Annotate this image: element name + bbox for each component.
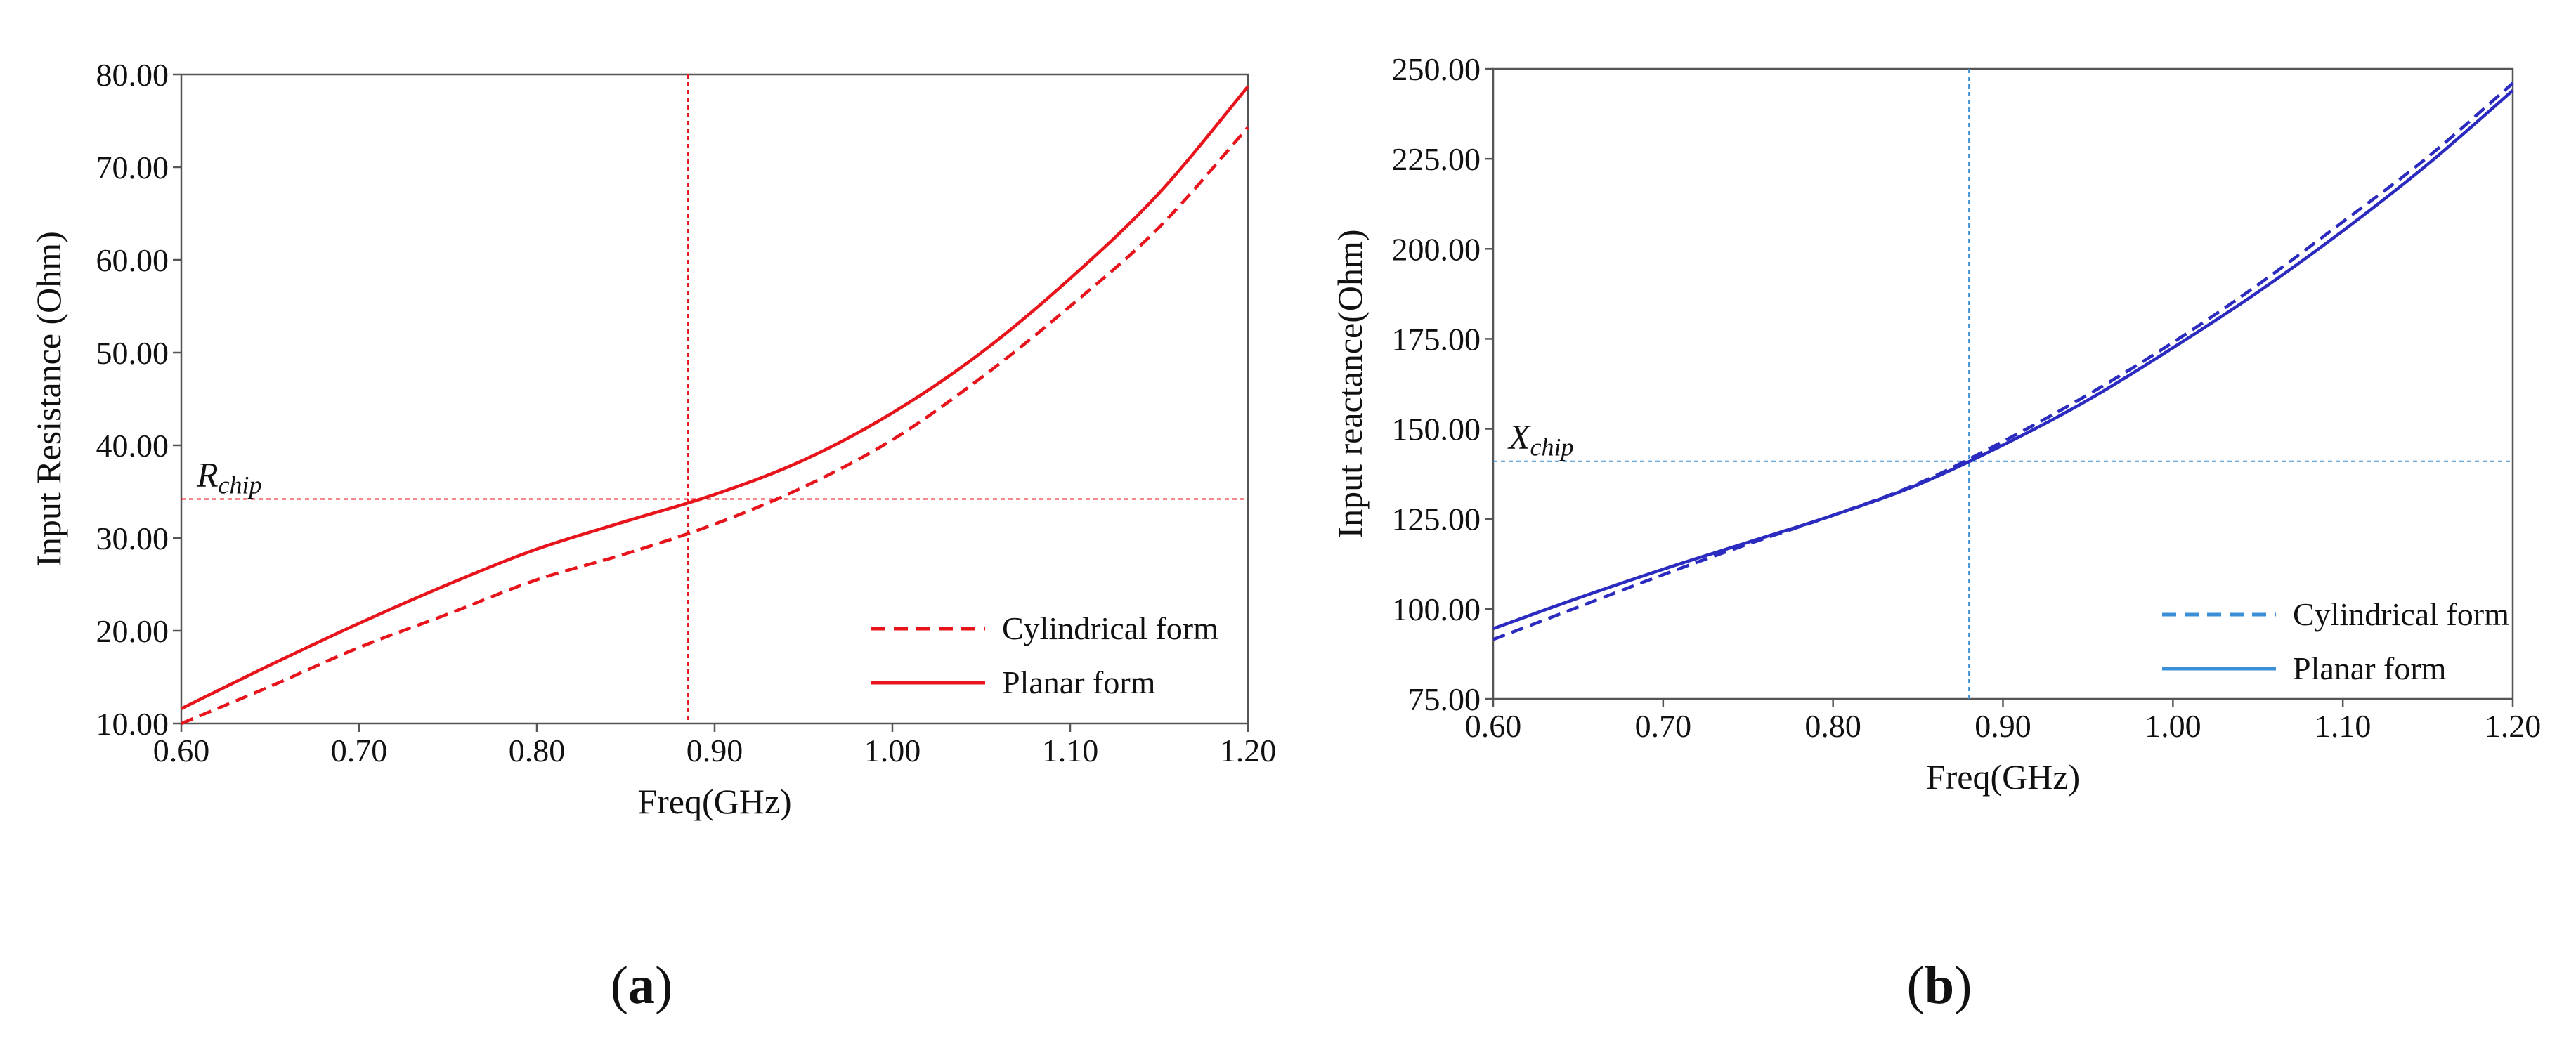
x-axis-title: Freq(GHz) <box>637 782 791 821</box>
x-tick-label: 0.60 <box>153 733 210 768</box>
x-tick-label: 0.80 <box>509 733 566 768</box>
y-tick-label: 250.00 <box>1392 51 1481 87</box>
x-tick-label: 1.10 <box>2315 708 2372 744</box>
reference-label-subscript: chip <box>1530 433 1574 461</box>
reference-label: Xchip <box>1507 417 1574 461</box>
series-line-planar <box>1492 89 2514 631</box>
panel-label-letter: b <box>1925 956 1954 1015</box>
x-tick-label: 1.20 <box>2485 708 2542 744</box>
legend-label: Planar form <box>1002 664 1156 700</box>
y-tick-label: 30.00 <box>96 520 169 556</box>
y-tick-label: 40.00 <box>96 428 169 464</box>
x-axis-title: Freq(GHz) <box>1926 757 2080 797</box>
y-tick-label: 20.00 <box>96 613 169 649</box>
y-tick-label: 75.00 <box>1408 681 1481 717</box>
x-tick-label: 1.00 <box>2145 708 2201 744</box>
y-tick-label: 150.00 <box>1392 412 1481 447</box>
y-axis-title: Input reactance(Ohm) <box>1330 229 1370 538</box>
legend-label: Planar form <box>2293 650 2447 686</box>
y-tick-label: 70.00 <box>96 150 169 185</box>
legend-label: Cylindrical form <box>1002 610 1218 646</box>
x-tick-label: 0.70 <box>331 733 388 768</box>
x-tick-label: 1.20 <box>1220 733 1277 768</box>
y-axis-title: Input Resistance (Ohm) <box>29 231 68 567</box>
y-tick-label: 60.00 <box>96 242 169 278</box>
panel-label: (b) <box>1907 956 1972 1015</box>
y-tick-label: 125.00 <box>1392 502 1481 537</box>
chart-panel-a: 0.60 0.70 0.80 0.90 1.00 1.10 1.20 10.00 20.00 30… <box>29 57 1276 1015</box>
x-tick-label: 0.70 <box>1635 708 1692 744</box>
series-line-cylindrical <box>1492 81 2514 641</box>
y-tick-label: 225.00 <box>1392 141 1481 177</box>
x-tick-label: 0.80 <box>1804 708 1861 744</box>
y-tick-label: 10.00 <box>96 706 169 742</box>
y-tick-label: 80.00 <box>96 57 169 93</box>
x-tick-label: 1.10 <box>1042 733 1099 768</box>
reference-label: Rchip <box>196 455 262 499</box>
panel-label: (a) <box>611 956 673 1015</box>
x-tick-label: 0.90 <box>1975 708 2031 744</box>
y-tick-label: 175.00 <box>1392 321 1481 357</box>
y-tick-label: 100.00 <box>1392 591 1481 627</box>
reference-label-base: R <box>196 455 219 494</box>
y-tick-label: 200.00 <box>1392 231 1481 267</box>
x-tick-label: 0.90 <box>687 733 743 768</box>
x-tick-label: 0.60 <box>1465 708 1522 744</box>
reference-label-base: X <box>1507 417 1532 457</box>
x-tick-label: 1.00 <box>864 733 921 768</box>
panel-label-close-paren: ) <box>655 956 672 1015</box>
panel-label-open-paren: ( <box>1907 956 1925 1015</box>
panel-label-open-paren: ( <box>611 956 628 1015</box>
panel-label-close-paren: ) <box>1954 956 1972 1015</box>
series-line-planar <box>181 85 1249 710</box>
y-tick-label: 50.00 <box>96 335 169 371</box>
reference-label-subscript: chip <box>219 471 262 499</box>
legend-label: Cylindrical form <box>2293 596 2509 632</box>
chart-panel-b: 0.60 0.70 0.80 0.90 1.00 1.10 1.20 75.00 100.00 1… <box>1330 51 2541 1015</box>
series-line-cylindrical <box>181 126 1249 726</box>
panel-label-letter: a <box>628 956 655 1015</box>
